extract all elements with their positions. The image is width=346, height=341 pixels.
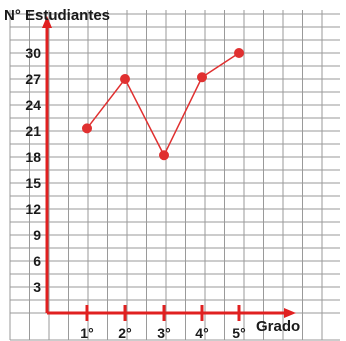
y-tick-label: 21 — [25, 123, 41, 139]
y-tick-label: 27 — [25, 71, 41, 87]
x-axis-arrowhead — [284, 308, 296, 318]
y-tick-label: 24 — [25, 97, 41, 113]
x-axis-title: Grado — [256, 318, 300, 335]
data-point — [234, 48, 244, 58]
x-tick-label: 2° — [118, 325, 131, 341]
grid — [9, 10, 340, 341]
y-tick-label: 12 — [25, 201, 41, 217]
y-tick-label: 9 — [33, 227, 41, 243]
labels: 3 6 9 12 15 18 21 24 27 30 1° 2° 3° 4° 5° N° Estudiante… — [4, 7, 300, 341]
data-point — [82, 123, 92, 134]
series-line — [86, 52, 240, 157]
y-tick-label: 15 — [25, 175, 41, 191]
y-tick-label: 6 — [33, 253, 41, 269]
series-layer — [82, 48, 244, 161]
y-tick-label: 18 — [25, 149, 41, 165]
x-tick-label: 1° — [80, 325, 93, 341]
y-axis-title: N° Estudiantes — [4, 7, 110, 24]
y-tick-label: 30 — [25, 45, 41, 61]
y-tick-label: 3 — [33, 279, 41, 295]
x-tick-label: 5° — [232, 325, 245, 341]
data-point — [120, 74, 130, 84]
data-point — [197, 72, 207, 83]
axes — [42, 16, 296, 321]
x-tick-label: 4° — [195, 325, 208, 341]
y-axis-arrowhead — [42, 16, 52, 28]
x-tick-label: 3° — [157, 325, 170, 341]
data-point — [159, 150, 169, 161]
